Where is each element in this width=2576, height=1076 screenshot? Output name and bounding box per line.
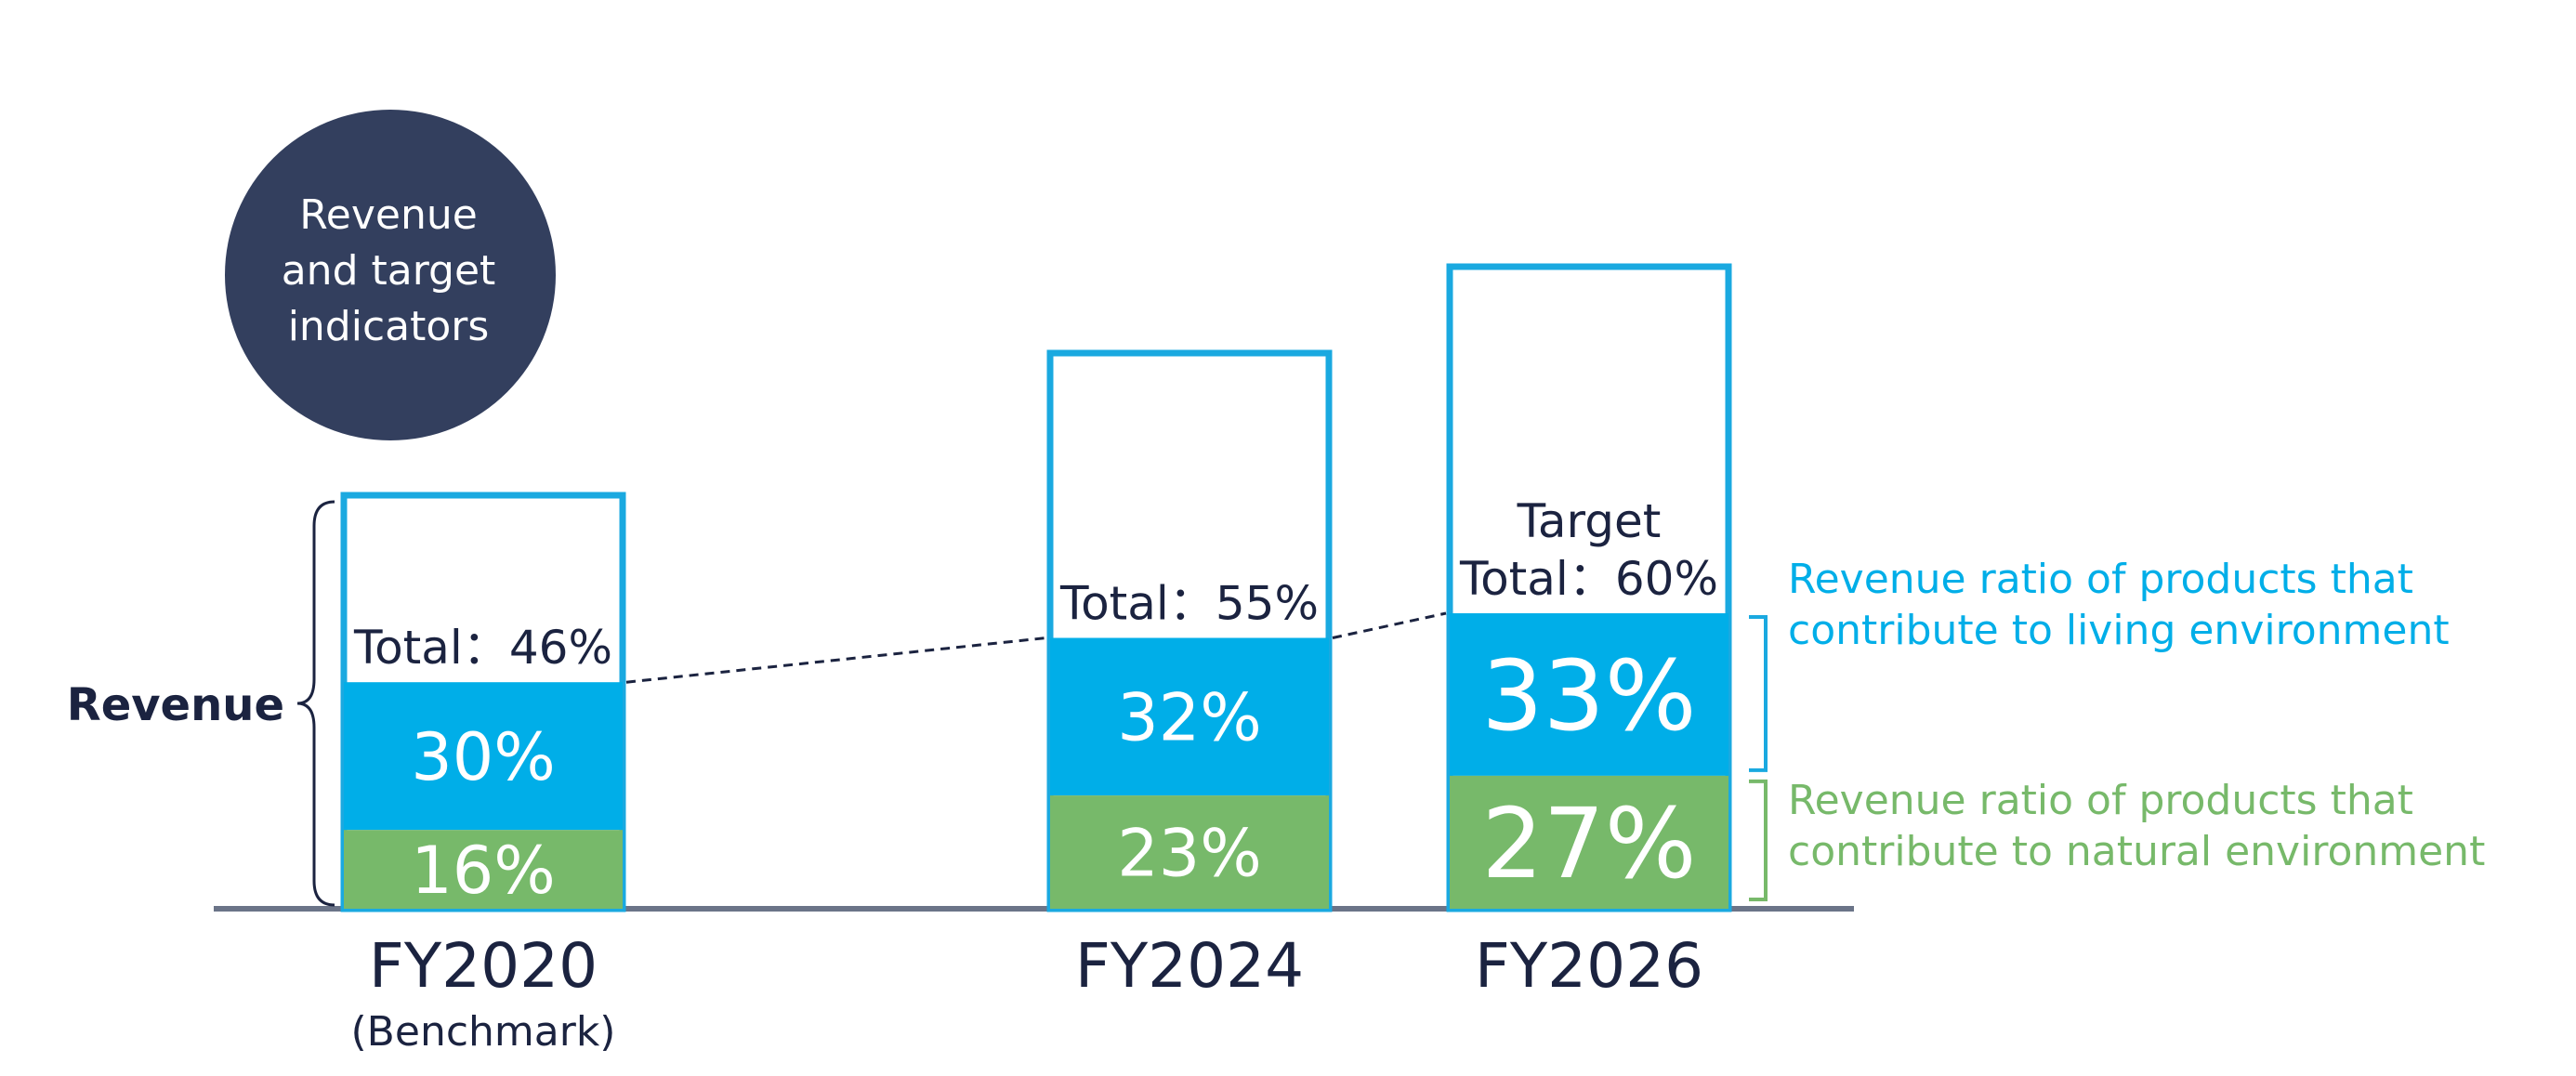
legend-natural-text: contribute to natural environment [1788, 828, 2485, 875]
total-label-fy2024: Total：55% [1059, 577, 1319, 631]
bar-segment-natural-fy2020 [344, 830, 623, 909]
legend-living-text: contribute to living environment [1788, 607, 2450, 654]
bar-segment-living-fy2020 [344, 682, 623, 831]
bar-segment-natural-fy2026 [1450, 775, 1728, 909]
revenue-brace [296, 500, 335, 907]
bar-segment-natural-fy2024 [1050, 795, 1329, 909]
total-label-fy2026: Total：60% [1459, 552, 1718, 606]
trend-connector-line [1332, 611, 1447, 639]
data-label-living-fy2024: 32% [1117, 680, 1262, 756]
category-label-fy2026: FY2026 [1475, 930, 1703, 1002]
category-label-fy2020: FY2020 [369, 930, 598, 1002]
badge-circle [225, 110, 556, 440]
category-sublabel-fy2020: (Benchmark) [351, 1008, 616, 1056]
bracket-natural [1749, 779, 1768, 901]
data-label-natural-fy2026: 27% [1481, 787, 1696, 900]
data-label-natural-fy2020: 16% [411, 833, 556, 909]
category-label-fy2024: FY2024 [1075, 930, 1304, 1002]
bracket-living [1749, 615, 1768, 772]
total-label-fy2020: Total：46% [353, 621, 612, 675]
badge-text-line: and target [282, 247, 496, 295]
badge-text-line: indicators [288, 303, 490, 350]
data-label-living-fy2026: 33% [1481, 639, 1696, 753]
total-label-fy2026: Target [1517, 494, 1662, 548]
legend-living-text: Revenue ratio of products that [1788, 556, 2413, 603]
data-label-living-fy2020: 30% [411, 719, 556, 795]
legend-natural-text: Revenue ratio of products that [1788, 777, 2413, 824]
badge-text-line: Revenue [299, 191, 478, 239]
bar-segment-living-fy2024 [1050, 637, 1329, 796]
data-label-natural-fy2024: 23% [1117, 815, 1262, 891]
bar-segment-living-fy2026 [1450, 613, 1728, 776]
trend-connector-line [625, 636, 1047, 684]
y-axis-label: Revenue [67, 679, 284, 731]
